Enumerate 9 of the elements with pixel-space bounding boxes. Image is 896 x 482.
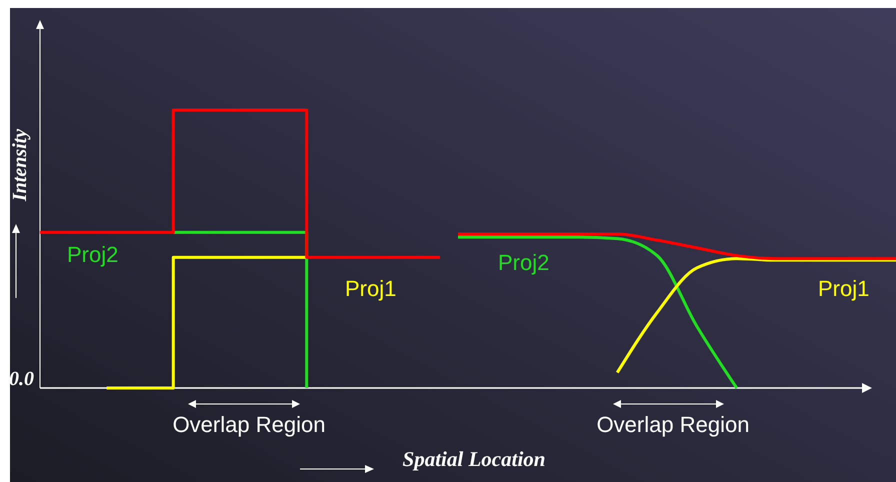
- series-label: Proj1: [345, 276, 396, 301]
- annotation: 0.0: [9, 368, 34, 390]
- y-axis-title: Intensity: [9, 128, 31, 202]
- text: Proj2: [67, 242, 118, 267]
- x-axis-title: Spatial Location: [402, 447, 546, 471]
- text: Overlap Region: [596, 412, 750, 437]
- series-label: Proj2: [498, 250, 550, 275]
- series-label: Proj1: [818, 276, 870, 301]
- text: Overlap Region: [172, 412, 326, 437]
